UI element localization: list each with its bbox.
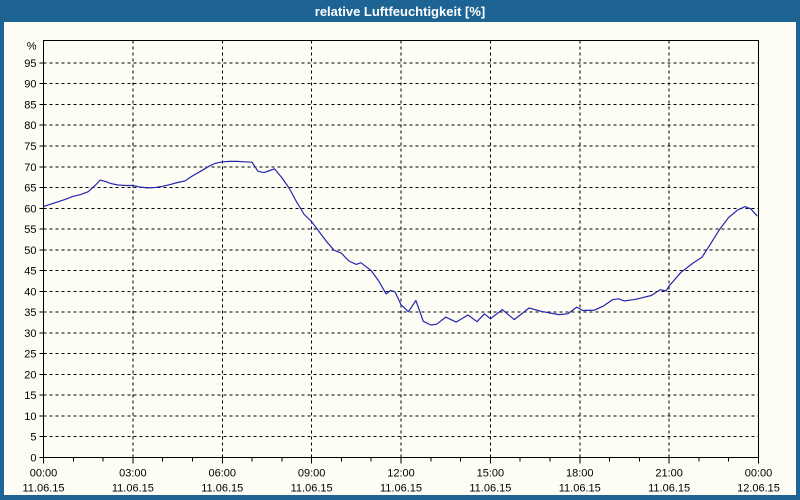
x-tick-time-label: 12:00 [387, 468, 415, 480]
x-tick-time-label: 03:00 [119, 468, 147, 480]
axes [39, 40, 759, 464]
y-tick-label: 20 [24, 369, 36, 381]
x-tick-date-label: 11.06.15 [648, 483, 690, 495]
y-tick-label: 75 [24, 141, 36, 153]
x-tick-date-label: 11.06.15 [201, 483, 243, 495]
x-tick-time-label: 09:00 [298, 468, 326, 480]
x-tick-date-label: 11.06.15 [112, 483, 154, 495]
y-axis-unit-label: % [27, 41, 37, 53]
x-tick-date-label: 11.06.15 [291, 483, 333, 495]
chart-panel: 0 5 10 15 20 25 30 35 40 45 50 55 60 65 70 75 80 85 90 95% 0… [4, 22, 796, 495]
plot-border [43, 40, 759, 458]
humidity-line [42, 160, 758, 326]
y-tick-label: 80 [24, 120, 36, 132]
y-tick-label: 55 [24, 224, 36, 236]
y-tick-label: 90 [24, 79, 36, 91]
x-tick-time-label: 00:00 [30, 468, 58, 480]
y-tick-label: 5 [30, 432, 36, 444]
y-tick-label: 65 [24, 183, 36, 195]
y-tick-label: 0 [30, 453, 36, 465]
x-tick-date-label: 11.06.15 [469, 483, 511, 495]
x-tick-time-label: 00:00 [745, 468, 773, 480]
y-tick-label: 15 [24, 390, 36, 402]
y-tick-label: 40 [24, 286, 36, 298]
y-tick-label: 10 [24, 411, 36, 423]
x-tick-date-label: 11.06.15 [559, 483, 601, 495]
y-tick-label: 70 [24, 162, 36, 174]
y-tick-label: 30 [24, 328, 36, 340]
x-tick-time-label: 15:00 [477, 468, 505, 480]
y-tick-label: 50 [24, 245, 36, 257]
title-bar: relative Luftfeuchtigkeit [%] [0, 0, 800, 22]
axis-labels: 0 5 10 15 20 25 30 35 40 45 50 55 60 65 70 75 80 85 90 95% 0… [22, 41, 779, 495]
y-tick-label: 60 [24, 203, 36, 215]
x-tick-time-label: 21:00 [655, 468, 683, 480]
x-tick-date-label: 12.06.15 [737, 483, 780, 495]
window-title: relative Luftfeuchtigkeit [%] [314, 3, 486, 19]
x-tick-time-label: 06:00 [208, 468, 236, 480]
y-tick-label: 95 [24, 58, 36, 70]
x-tick-date-label: 11.06.15 [380, 483, 422, 495]
y-tick-label: 35 [24, 307, 36, 319]
chart-canvas: 0 5 10 15 20 25 30 35 40 45 50 55 60 65 70 75 80 85 90 95% 0… [22, 40, 780, 495]
y-tick-label: 85 [24, 99, 36, 111]
x-tick-time-label: 18:00 [566, 468, 594, 480]
gridlines [43, 40, 759, 458]
y-tick-label: 45 [24, 266, 36, 278]
y-tick-label: 25 [24, 349, 36, 361]
x-tick-date-label: 11.06.15 [22, 483, 64, 495]
